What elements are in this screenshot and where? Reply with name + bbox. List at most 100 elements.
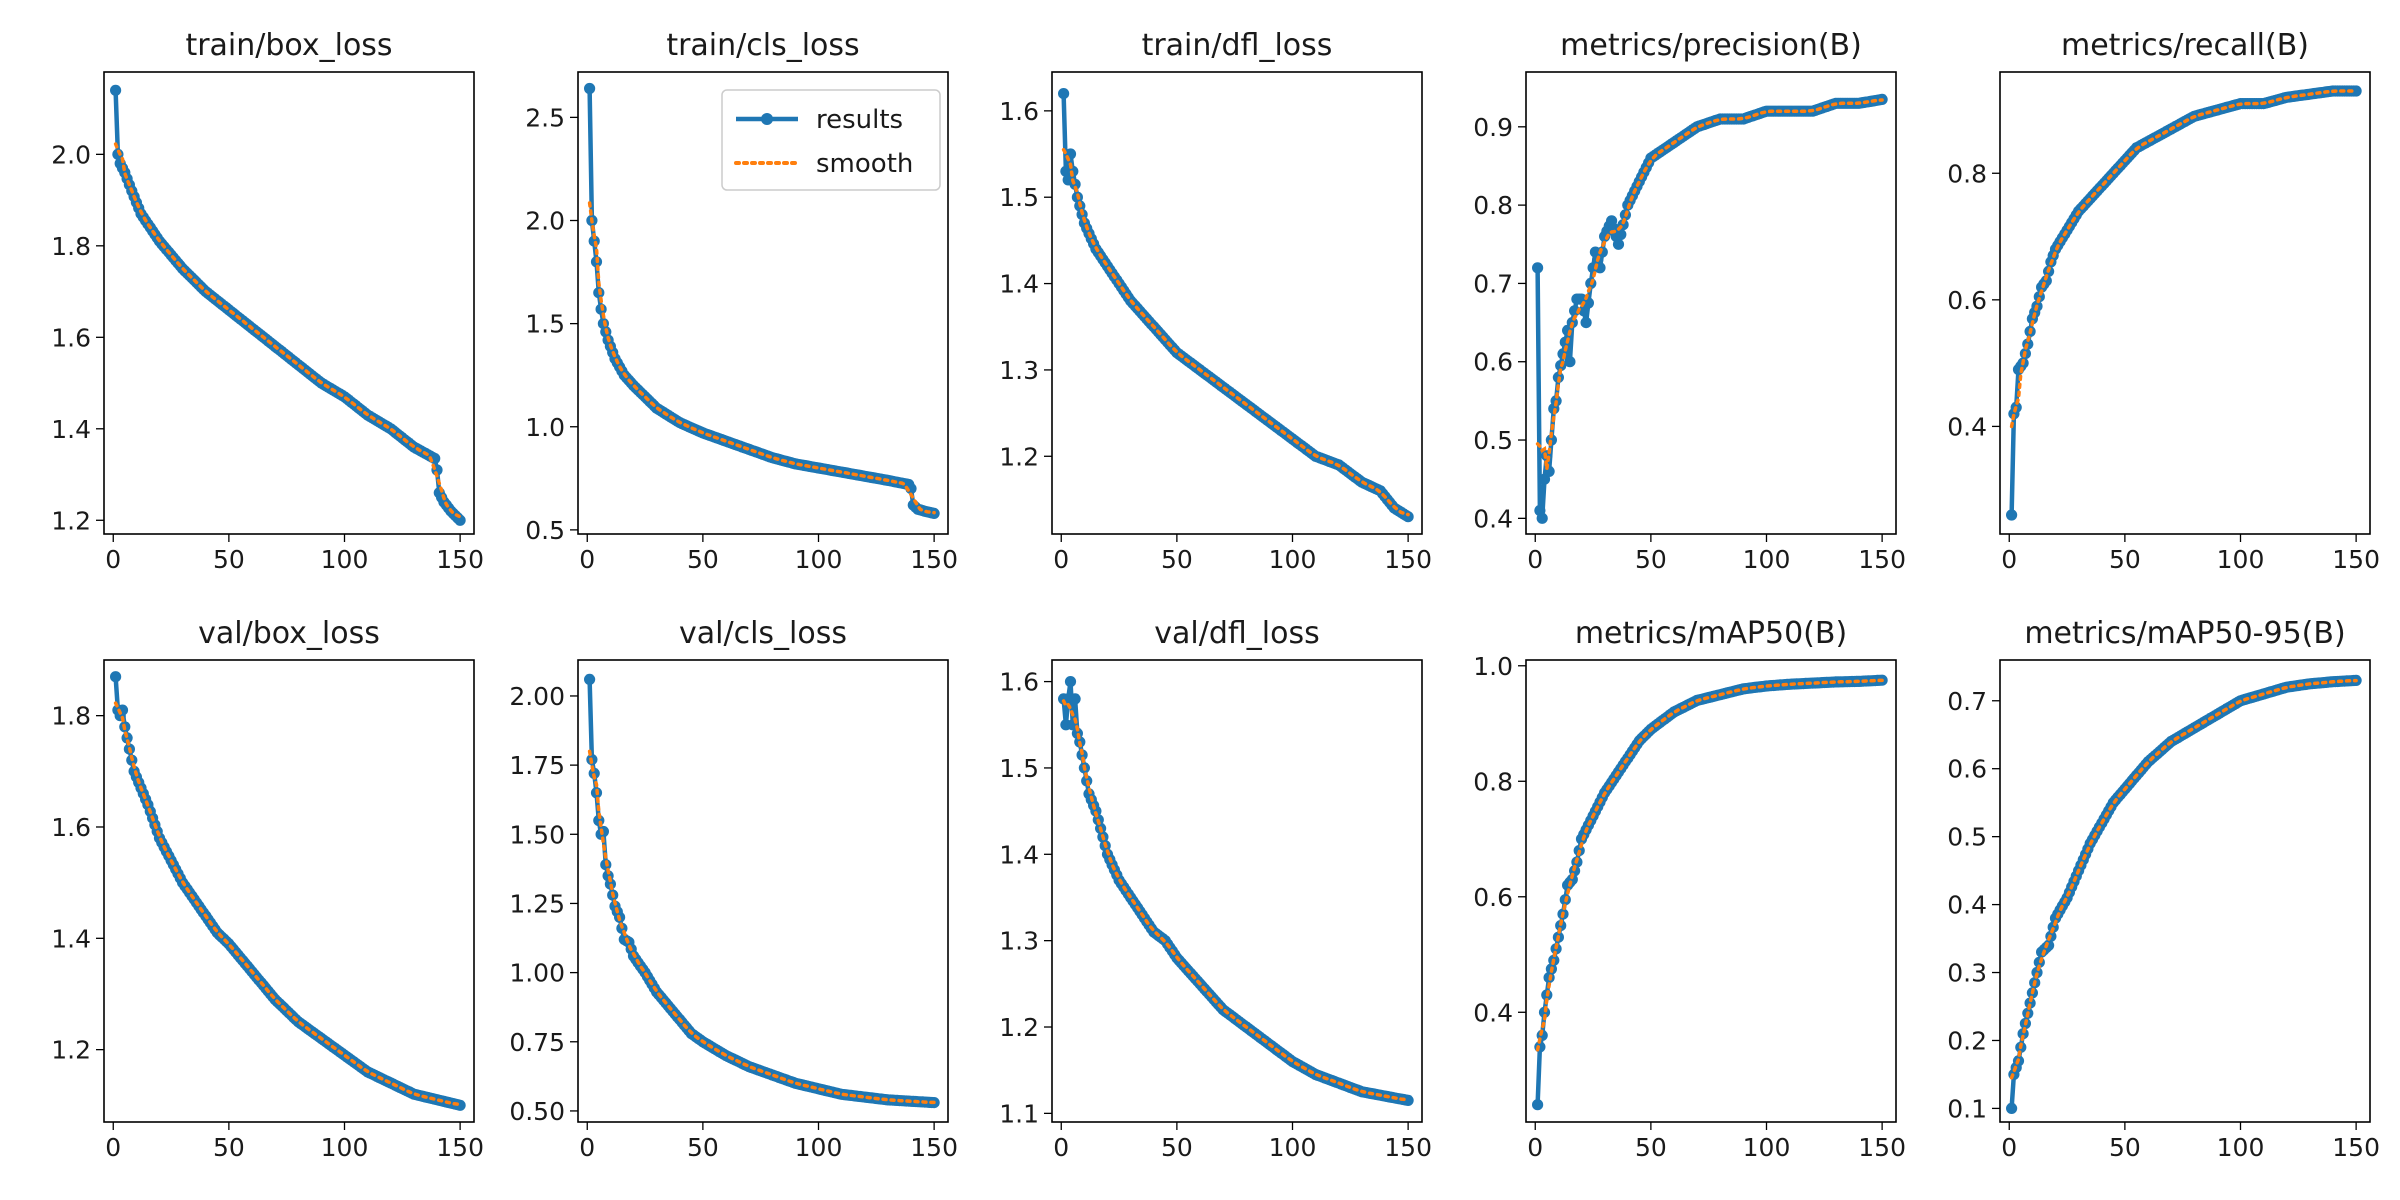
smooth-line bbox=[2009, 89, 2358, 429]
x-tick-label: 100 bbox=[1743, 1133, 1791, 1162]
subplot-4: metrics/precision(B) 0 50 100 150 0.4 0.5 0.6 0.… bbox=[1473, 28, 1906, 574]
axes-frame bbox=[577, 71, 949, 535]
results-point bbox=[1402, 1094, 1414, 1106]
results-point bbox=[110, 671, 122, 683]
results-point bbox=[121, 732, 133, 744]
subplot-title: val/dfl_loss bbox=[1154, 616, 1319, 651]
legend: results smooth bbox=[721, 89, 941, 191]
results-point bbox=[1582, 297, 1594, 309]
subplot-8: val/dfl_loss 0 50 100 150 1.1 1.2 1.3 1.4 1.5 1.6 bbox=[999, 616, 1432, 1162]
y-tick-label: 0.75 bbox=[509, 1028, 565, 1057]
results-point bbox=[1069, 693, 1081, 705]
x-tick-label: 100 bbox=[321, 1133, 369, 1162]
axes-frame bbox=[1051, 659, 1423, 1123]
smooth-line bbox=[2009, 678, 2358, 1080]
results-point bbox=[1536, 512, 1548, 524]
axes-frame bbox=[1525, 659, 1897, 1123]
y-tick-label: 1.1 bbox=[999, 1099, 1039, 1128]
x-tick-label: 50 bbox=[2109, 1133, 2141, 1162]
legend-results-marker bbox=[761, 113, 773, 125]
y-tick-label: 2.0 bbox=[525, 207, 565, 236]
y-tick-label: 0.1 bbox=[1947, 1094, 1987, 1123]
y-tick-label: 0.7 bbox=[1473, 269, 1513, 298]
y-tick-label: 0.4 bbox=[1947, 412, 1987, 441]
x-tick-label: 0 bbox=[2001, 545, 2017, 574]
x-tick-label: 150 bbox=[2332, 1133, 2380, 1162]
y-tick-label: 0.4 bbox=[1473, 998, 1513, 1027]
y-tick-label: 0.5 bbox=[1473, 426, 1513, 455]
x-tick-label: 150 bbox=[910, 545, 958, 574]
y-tick-label: 1.6 bbox=[999, 668, 1039, 697]
results-point bbox=[2006, 1102, 2018, 1114]
results-point bbox=[1402, 511, 1414, 523]
smooth-line bbox=[587, 749, 936, 1105]
y-tick-label: 0.4 bbox=[1947, 891, 1987, 920]
smooth-line bbox=[113, 142, 462, 519]
x-tick-label: 100 bbox=[1743, 545, 1791, 574]
y-tick-label: 0.7 bbox=[1947, 687, 1987, 716]
x-tick-label: 150 bbox=[1384, 1133, 1432, 1162]
x-tick-label: 150 bbox=[1384, 545, 1432, 574]
subplot-title: metrics/recall(B) bbox=[2061, 28, 2309, 63]
y-tick-label: 1.4 bbox=[999, 270, 1039, 299]
y-tick-label: 1.00 bbox=[509, 959, 565, 988]
y-tick-label: 1.3 bbox=[999, 356, 1039, 385]
subplot-6: val/box_loss 0 50 100 150 1.2 1.4 1.6 1.8 bbox=[51, 616, 484, 1162]
subplot-5: metrics/recall(B) 0 50 100 150 0.4 0.6 0.8 bbox=[1947, 28, 2380, 574]
subplot-title: train/box_loss bbox=[185, 28, 392, 63]
x-tick-label: 50 bbox=[1635, 1133, 1667, 1162]
x-tick-label: 100 bbox=[2217, 1133, 2265, 1162]
x-tick-label: 100 bbox=[1269, 1133, 1317, 1162]
x-tick-label: 150 bbox=[1858, 545, 1906, 574]
results-point bbox=[2350, 85, 2362, 97]
y-tick-label: 1.2 bbox=[51, 506, 91, 535]
x-tick-label: 100 bbox=[795, 1133, 843, 1162]
legend-label-results: results bbox=[816, 105, 903, 135]
axes-frame bbox=[103, 659, 475, 1123]
subplot-title: train/cls_loss bbox=[666, 28, 859, 63]
subplot-1: train/box_loss 0 50 100 150 1.2 1.4 1.6 1.8 2.0 bbox=[51, 28, 484, 574]
y-tick-label: 1.6 bbox=[51, 813, 91, 842]
y-tick-label: 0.5 bbox=[525, 516, 565, 545]
y-tick-label: 0.6 bbox=[1947, 755, 1987, 784]
results-point bbox=[112, 148, 124, 160]
x-tick-label: 100 bbox=[321, 545, 369, 574]
y-tick-label: 1.6 bbox=[999, 97, 1039, 126]
subplot-3: train/dfl_loss 0 50 100 150 1.2 1.3 1.4 1.5 1.6 bbox=[999, 28, 1432, 574]
x-tick-label: 150 bbox=[436, 545, 484, 574]
x-tick-label: 150 bbox=[2332, 545, 2380, 574]
results-point bbox=[1615, 228, 1627, 241]
subplot-9: metrics/mAP50(B) 0 50 100 150 0.4 0.6 0.8 1.0 bbox=[1473, 616, 1906, 1162]
y-tick-label: 1.4 bbox=[51, 924, 91, 953]
y-tick-label: 0.2 bbox=[1947, 1026, 1987, 1055]
subplot-10: metrics/mAP50-95(B) 0 50 100 150 0.1 0.2 0.3 0.4… bbox=[1947, 616, 2380, 1162]
y-tick-label: 0.6 bbox=[1473, 348, 1513, 377]
x-tick-label: 0 bbox=[1527, 545, 1543, 574]
x-tick-label: 0 bbox=[105, 545, 121, 574]
x-tick-label: 100 bbox=[2217, 545, 2265, 574]
x-tick-label: 50 bbox=[1161, 545, 1193, 574]
y-tick-label: 1.2 bbox=[999, 442, 1039, 471]
y-tick-label: 1.8 bbox=[51, 232, 91, 261]
subplot-7: val/cls_loss 0 50 100 150 0.50 0.75 1.00 1.25 1.5… bbox=[509, 616, 958, 1162]
subplot-title: metrics/precision(B) bbox=[1560, 28, 1862, 63]
results-point bbox=[1058, 88, 1070, 100]
results-point bbox=[110, 84, 122, 96]
x-tick-label: 0 bbox=[1053, 1133, 1069, 1162]
results-point bbox=[584, 82, 596, 95]
results-point bbox=[584, 673, 596, 686]
x-tick-label: 50 bbox=[687, 1133, 719, 1162]
subplot-title: metrics/mAP50-95(B) bbox=[2024, 616, 2345, 651]
x-tick-label: 0 bbox=[2001, 1133, 2017, 1162]
y-tick-label: 1.4 bbox=[999, 840, 1039, 869]
x-tick-label: 50 bbox=[213, 545, 245, 574]
x-tick-label: 50 bbox=[687, 545, 719, 574]
y-tick-label: 1.8 bbox=[51, 702, 91, 731]
y-tick-label: 1.6 bbox=[51, 323, 91, 352]
results-point bbox=[454, 514, 466, 526]
subplot-2: train/cls_loss 0 50 100 150 0.5 1.0 1.5 2.0 2.5 bbox=[525, 28, 958, 574]
y-tick-label: 1.0 bbox=[1473, 652, 1513, 681]
smooth-line bbox=[1061, 147, 1410, 517]
results-point bbox=[1532, 1099, 1544, 1111]
